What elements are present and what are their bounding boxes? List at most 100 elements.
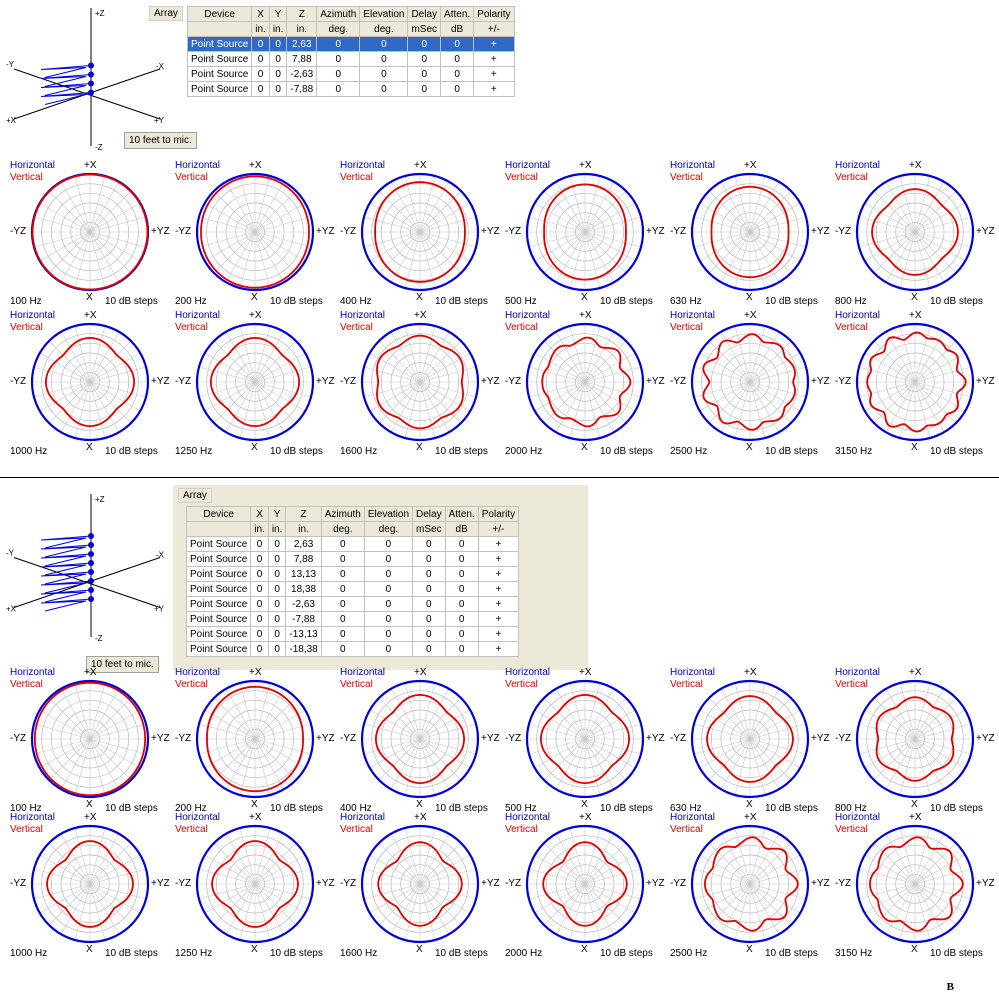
table-cell[interactable]: 0 <box>440 51 475 67</box>
column-header[interactable]: X <box>251 6 270 22</box>
table-cell[interactable]: 0 <box>268 51 288 67</box>
table-cell[interactable]: 0 <box>251 51 270 67</box>
table-cell[interactable]: 0 <box>267 641 287 657</box>
table-cell[interactable]: Point Source <box>185 611 252 627</box>
table-cell[interactable]: 0 <box>250 536 269 552</box>
table-cell[interactable]: 0 <box>359 66 409 82</box>
table-cell[interactable]: Point Source <box>185 596 252 612</box>
table-cell[interactable]: + <box>477 611 520 627</box>
table-cell[interactable]: Point Source <box>186 51 253 67</box>
table-row[interactable]: Point Source 0 0 -13,13 0 0 0 0 + <box>185 626 520 642</box>
table-cell[interactable]: 0 <box>320 581 365 597</box>
table-cell[interactable]: 0 <box>267 626 287 642</box>
column-header[interactable]: Delay <box>407 6 442 22</box>
table-cell[interactable]: 0 <box>363 551 414 567</box>
table-cell[interactable]: 0 <box>363 626 414 642</box>
table-cell[interactable]: 0 <box>250 611 269 627</box>
table-cell[interactable]: 0 <box>412 536 446 552</box>
table-row[interactable]: Point Source 0 0 -2,63 0 0 0 0 + <box>185 596 520 612</box>
table-cell[interactable]: 0 <box>250 581 269 597</box>
table-cell[interactable]: 0 <box>267 566 287 582</box>
column-header[interactable]: Azimuth <box>320 506 365 522</box>
column-header[interactable]: Elevation <box>363 506 414 522</box>
table-cell[interactable]: -7,88 <box>286 81 318 97</box>
column-header[interactable]: Polarity <box>473 6 515 22</box>
table-cell[interactable]: 0 <box>363 596 414 612</box>
table-cell[interactable]: 0 <box>251 81 270 97</box>
table-cell[interactable]: 0 <box>363 536 414 552</box>
table-cell[interactable]: 0 <box>316 66 361 82</box>
table-cell[interactable]: 0 <box>412 581 446 597</box>
table-cell[interactable]: Point Source <box>185 581 252 597</box>
table-cell[interactable]: Point Source <box>186 66 253 82</box>
table-cell[interactable]: + <box>477 581 520 597</box>
table-cell[interactable]: + <box>477 536 520 552</box>
table-cell[interactable]: 0 <box>267 551 287 567</box>
table-cell[interactable]: -7,88 <box>285 611 322 627</box>
table-cell[interactable]: 0 <box>250 566 269 582</box>
table-cell[interactable]: -13,13 <box>285 626 322 642</box>
table-cell[interactable]: 0 <box>320 536 365 552</box>
table-cell[interactable]: 0 <box>316 51 361 67</box>
table-cell[interactable]: -18,38 <box>285 641 322 657</box>
table-row[interactable]: Point Source 0 0 18,38 0 0 0 0 + <box>185 581 520 597</box>
table-cell[interactable]: 0 <box>251 66 270 82</box>
table-cell[interactable]: 0 <box>359 36 409 52</box>
table-cell[interactable]: Point Source <box>186 81 253 97</box>
table-cell[interactable]: 0 <box>267 596 287 612</box>
table-cell[interactable]: 2,63 <box>285 536 322 552</box>
table-cell[interactable]: 0 <box>267 611 287 627</box>
table-cell[interactable]: 0 <box>268 36 288 52</box>
table-row[interactable]: Point Source 0 0 2,63 0 0 0 0 + <box>186 36 515 52</box>
table-cell[interactable]: 0 <box>444 626 479 642</box>
table-cell[interactable]: 0 <box>320 551 365 567</box>
table-cell[interactable]: Point Source <box>185 566 252 582</box>
column-header[interactable]: X <box>250 506 269 522</box>
table-cell[interactable]: 0 <box>412 596 446 612</box>
table-cell[interactable]: 0 <box>444 566 479 582</box>
table-cell[interactable]: 0 <box>412 611 446 627</box>
table-cell[interactable]: + <box>473 51 515 67</box>
column-header[interactable]: Atten. <box>444 506 479 522</box>
table-cell[interactable]: 0 <box>412 626 446 642</box>
array-table[interactable]: Device X Y Z Azimuth Elevation Delay Atten. Pola… <box>186 6 515 97</box>
table-cell[interactable]: 0 <box>359 51 409 67</box>
table-cell[interactable]: -2,63 <box>285 596 322 612</box>
table-cell[interactable]: 0 <box>250 626 269 642</box>
table-cell[interactable]: 0 <box>250 551 269 567</box>
table-cell[interactable]: + <box>477 551 520 567</box>
table-cell[interactable]: 0 <box>268 66 288 82</box>
column-header[interactable]: Z <box>286 6 318 22</box>
table-cell[interactable]: 18,38 <box>285 581 322 597</box>
table-cell[interactable]: 0 <box>444 536 479 552</box>
table-cell[interactable]: 2,63 <box>286 36 318 52</box>
table-row[interactable]: Point Source 0 0 -7,88 0 0 0 0 + <box>185 611 520 627</box>
table-cell[interactable]: -2,63 <box>286 66 318 82</box>
table-cell[interactable]: + <box>473 81 515 97</box>
table-cell[interactable]: + <box>477 596 520 612</box>
table-row[interactable]: Point Source 0 0 7,88 0 0 0 0 + <box>186 51 515 67</box>
table-cell[interactable]: 0 <box>407 36 442 52</box>
table-cell[interactable]: + <box>477 566 520 582</box>
table-cell[interactable]: 0 <box>320 596 365 612</box>
table-cell[interactable]: + <box>477 641 520 657</box>
table-cell[interactable]: 0 <box>440 36 475 52</box>
table-cell[interactable]: Point Source <box>186 36 253 52</box>
column-header[interactable]: Delay <box>412 506 446 522</box>
table-row[interactable]: Point Source 0 0 -18,38 0 0 0 0 + <box>185 641 520 657</box>
table-cell[interactable]: 0 <box>412 641 446 657</box>
table-row[interactable]: Point Source 0 0 2,63 0 0 0 0 + <box>185 536 520 552</box>
table-cell[interactable]: 0 <box>251 36 270 52</box>
table-cell[interactable]: 0 <box>316 36 361 52</box>
table-cell[interactable]: 0 <box>320 626 365 642</box>
table-cell[interactable]: 0 <box>444 596 479 612</box>
column-header[interactable]: Atten. <box>440 6 475 22</box>
table-cell[interactable]: + <box>473 36 515 52</box>
table-cell[interactable]: 0 <box>268 81 288 97</box>
table-cell[interactable]: 0 <box>444 611 479 627</box>
table-cell[interactable]: 0 <box>359 81 409 97</box>
table-cell[interactable]: 0 <box>320 641 365 657</box>
table-cell[interactable]: 0 <box>444 641 479 657</box>
table-cell[interactable]: 0 <box>267 581 287 597</box>
table-cell[interactable]: Point Source <box>185 626 252 642</box>
